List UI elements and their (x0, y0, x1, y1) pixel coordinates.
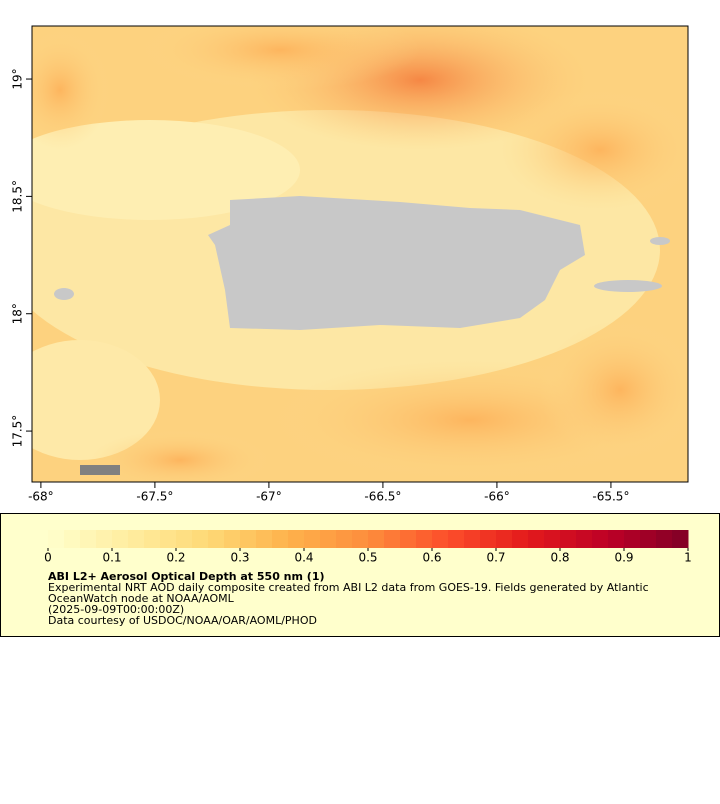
y-tick-label: 18° (11, 303, 25, 324)
colorbar-swatch (368, 530, 385, 548)
colorbar-tick-label: 0.2 (166, 551, 185, 565)
colorbar-tick-label: 0.1 (102, 551, 121, 565)
colorbar-swatch (320, 530, 337, 548)
x-tick-label: -67° (256, 490, 282, 504)
colorbar-swatch (272, 530, 289, 548)
colorbar-tick-label: 1 (684, 551, 692, 565)
colorbar-swatch (656, 530, 673, 548)
colorbar-swatch (608, 530, 625, 548)
colorbar-swatch (480, 530, 497, 548)
colorbar-swatch (512, 530, 529, 548)
colorbar-swatch (208, 530, 225, 548)
colorbar-swatch (128, 530, 145, 548)
colorbar-swatch (224, 530, 241, 548)
colorbar-tick-label: 0.9 (614, 551, 633, 565)
colorbar-swatch (528, 530, 545, 548)
colorbar-tick-label: 0.3 (230, 551, 249, 565)
colorbar-swatch (192, 530, 209, 548)
colorbar-swatch (448, 530, 465, 548)
colorbar-swatch (576, 530, 593, 548)
colorbar-swatch (64, 530, 81, 548)
colorbar-swatch (288, 530, 305, 548)
x-tick-label: -68° (28, 490, 54, 504)
colorbar-swatch (352, 530, 369, 548)
x-tick-label: -67.5° (136, 490, 173, 504)
plot-frame (31, 25, 689, 483)
colorbar-tick-label: 0.8 (550, 551, 569, 565)
colorbar-swatch (384, 530, 401, 548)
y-tick-label: 18.5° (11, 180, 25, 213)
legend-title: ABI L2+ Aerosol Optical Depth at 550 nm … (48, 570, 325, 583)
colorbar-tick-label: 0.7 (486, 551, 505, 565)
colorbar-swatch (144, 530, 161, 548)
colorbar-swatch (400, 530, 417, 548)
colorbar-swatch (240, 530, 257, 548)
colorbar-swatch (432, 530, 449, 548)
colorbar-swatch (176, 530, 193, 548)
colorbar-swatch (256, 530, 273, 548)
colorbar-swatch (496, 530, 513, 548)
colorbar-tick-label: 0.5 (358, 551, 377, 565)
colorbar-swatch (640, 530, 657, 548)
colorbar-tick-label: 0.4 (294, 551, 313, 565)
colorbar-swatch (624, 530, 641, 548)
legend-line: Experimental NRT AOD daily composite cre… (48, 581, 649, 594)
colorbar-swatch (544, 530, 561, 548)
x-tick-label: -66° (484, 490, 510, 504)
y-tick-label: 17.5° (11, 415, 25, 448)
colorbar-swatch (80, 530, 97, 548)
colorbar-swatch (304, 530, 321, 548)
colorbar-swatch (160, 530, 177, 548)
legend-line: (2025-09-09T00:00:00Z) (48, 603, 184, 616)
x-tick-label: -65.5° (592, 490, 629, 504)
legend-line: OceanWatch node at NOAA/AOML (48, 592, 235, 605)
colorbar-tick-label: 0.6 (422, 551, 441, 565)
y-tick-label: 19° (11, 68, 25, 89)
colorbar-swatch (592, 530, 609, 548)
colorbar-swatch (464, 530, 481, 548)
colorbar-swatch (672, 530, 689, 548)
colorbar-swatch (112, 530, 129, 548)
aod-raster (32, 26, 688, 482)
legend-line: Data courtesy of USDOC/NOAA/OAR/AOML/PHO… (48, 614, 317, 627)
colorbar-swatch (96, 530, 113, 548)
colorbar-tick-label: 0 (44, 551, 52, 565)
colorbar-swatch (48, 530, 65, 548)
x-tick-label: -66.5° (364, 490, 401, 504)
colorbar-swatch (336, 530, 353, 548)
colorbar-swatch (560, 530, 577, 548)
colorbar-swatch (416, 530, 433, 548)
